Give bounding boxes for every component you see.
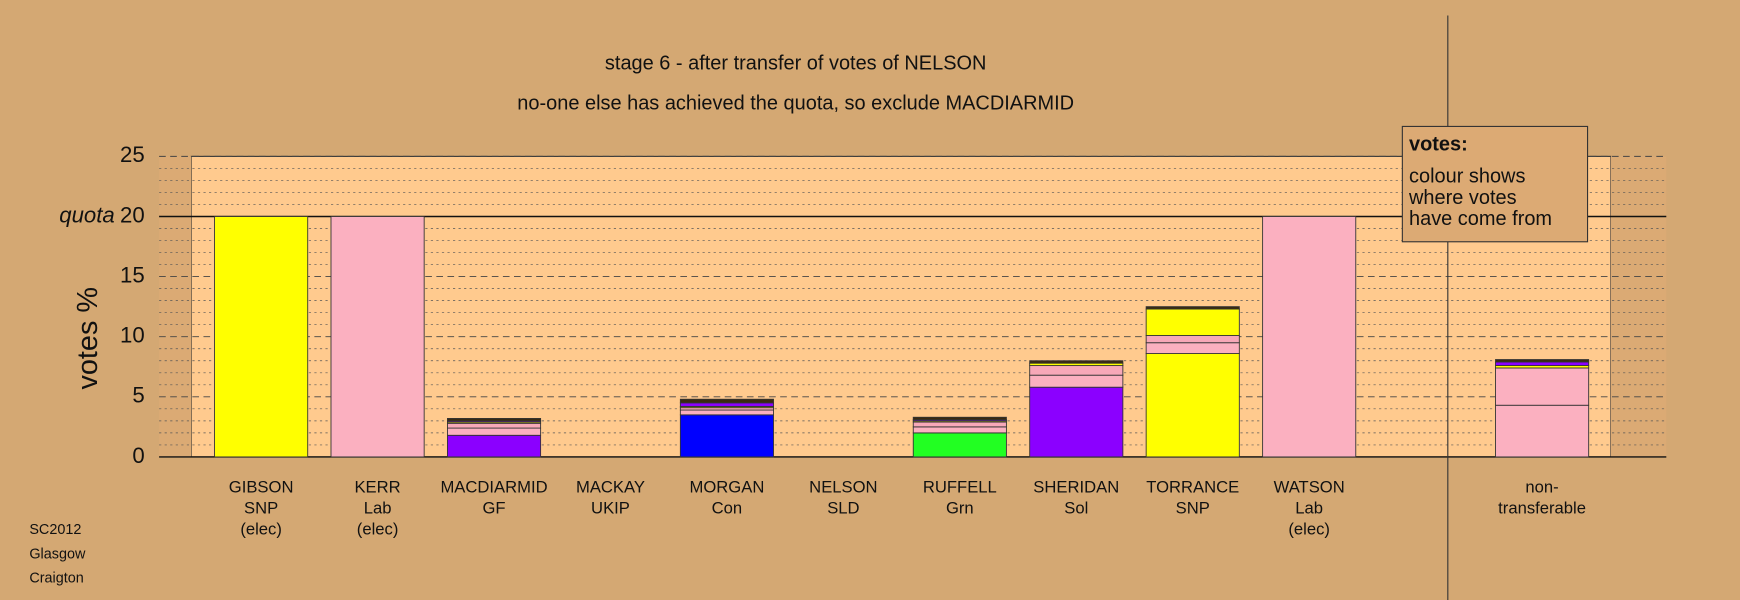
legend-text: colour shows xyxy=(1409,166,1525,188)
bar-segment xyxy=(1495,404,1590,458)
bar-segment xyxy=(679,414,774,458)
x-tick-label: TORRANCE xyxy=(1146,477,1239,496)
y-axis-label: votes % xyxy=(72,287,104,390)
chart-title: stage 6 - after transfer of votes of NEL… xyxy=(605,53,987,75)
x-tick-label: (elec) xyxy=(1288,520,1330,539)
plot-margin xyxy=(159,156,192,457)
quota-label: quota xyxy=(59,202,114,227)
y-tick-label: 10 xyxy=(120,323,145,348)
bar-segment xyxy=(1145,335,1240,344)
bar-segment xyxy=(912,426,1007,434)
bar-segment xyxy=(679,409,774,416)
bar-segment xyxy=(1145,353,1240,458)
x-tick-label: KERR xyxy=(354,477,400,496)
x-tick-label: Lab xyxy=(1295,498,1323,517)
x-tick-label: WATSON xyxy=(1274,477,1345,496)
y-tick-label: 5 xyxy=(132,383,144,408)
y-tick-label: 20 xyxy=(120,202,145,227)
plot-area xyxy=(190,155,1612,458)
bar-segment xyxy=(1495,359,1590,363)
x-tick-label: NELSON xyxy=(809,477,877,496)
bar-segment xyxy=(679,402,774,407)
x-tick-label: MACKAY xyxy=(576,477,645,496)
x-tick-label: non- xyxy=(1525,477,1558,496)
x-tick-label: SNP xyxy=(1176,498,1210,517)
x-tick-label: Con xyxy=(712,498,743,517)
bar-segment xyxy=(912,416,1007,421)
x-tick-label: RUFFELL xyxy=(923,477,997,496)
x-tick-label: Grn xyxy=(946,498,974,517)
bar-segment xyxy=(1145,342,1240,354)
bar-segment xyxy=(679,398,774,404)
bar-segment xyxy=(1029,360,1124,364)
bar-segment xyxy=(1262,216,1357,458)
x-tick-label: MACDIARMID xyxy=(440,477,547,496)
x-tick-label: SHERIDAN xyxy=(1033,477,1119,496)
bar-segment xyxy=(214,216,309,458)
x-tick-label: transferable xyxy=(1498,498,1586,517)
footnote: SC2012 xyxy=(29,522,81,538)
x-tick-label: MORGAN xyxy=(690,477,765,496)
bar-segment xyxy=(912,421,1007,428)
bar-segment xyxy=(330,216,425,458)
bar-segment xyxy=(1495,361,1590,367)
x-tick-label: (elec) xyxy=(240,520,282,539)
footnote: Glasgow xyxy=(29,546,86,562)
x-tick-label: SLD xyxy=(827,498,859,517)
bar-segment xyxy=(447,422,542,429)
x-tick-label: Sol xyxy=(1064,498,1088,517)
legend-title: votes: xyxy=(1409,134,1468,156)
y-tick-label: 25 xyxy=(120,142,145,167)
bar-segment xyxy=(447,434,542,458)
plot-margin xyxy=(1610,156,1667,457)
bar-segment xyxy=(1029,386,1124,458)
footnote: Craigton xyxy=(29,571,83,587)
chart-subtitle: no-one else has achieved the quota, so e… xyxy=(517,93,1074,115)
bars xyxy=(214,216,1590,458)
x-tick-label: GF xyxy=(482,498,505,517)
legend: votes: colour shows where votes have com… xyxy=(1401,125,1589,243)
x-tick-label: Lab xyxy=(364,498,392,517)
bar-segment xyxy=(447,427,542,436)
legend-text: where votes xyxy=(1408,187,1517,209)
x-tick-label: GIBSON xyxy=(229,477,294,496)
bar-segment xyxy=(447,418,542,422)
bar-segment xyxy=(1029,374,1124,388)
bar-segment xyxy=(1145,308,1240,336)
bar-segment xyxy=(1495,367,1590,406)
bar-segment xyxy=(912,432,1007,458)
legend-text: have come from xyxy=(1409,208,1552,230)
y-tick-label: 0 xyxy=(132,443,144,468)
x-tick-label: (elec) xyxy=(357,520,399,539)
x-tick-label: UKIP xyxy=(591,498,630,517)
x-tick-label: SNP xyxy=(244,498,278,517)
bar-segment xyxy=(1029,365,1124,376)
legend-box xyxy=(1401,125,1589,243)
y-tick-label: 15 xyxy=(120,262,145,287)
bar-segment xyxy=(1145,306,1240,310)
